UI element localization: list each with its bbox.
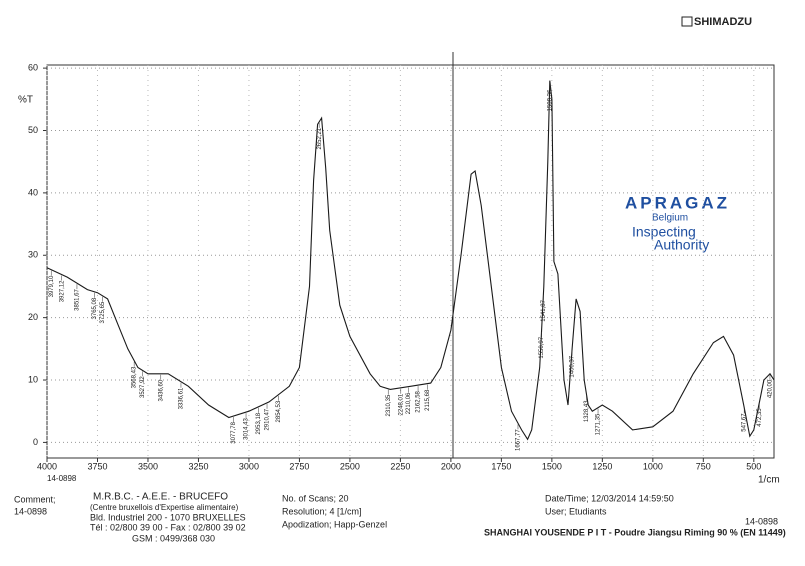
footer-text: 14-0898 [745, 516, 778, 526]
peak-label: 3568,43 [132, 366, 138, 388]
y-tick-label: 30 [28, 250, 38, 260]
stamp-country: Belgium [652, 213, 688, 224]
brand: SHIMADZU [694, 16, 752, 28]
footer-text: User; Etudiants [545, 506, 607, 516]
stamp-name: APRAGAZ [625, 193, 730, 212]
peak-label: 3436,60 [158, 379, 164, 401]
peak-label: 2115,68 [425, 389, 431, 411]
peak-label: 3527,92 [140, 376, 146, 398]
peak-label: 2652,21 [317, 127, 323, 149]
x-tick-label: 1750 [491, 461, 511, 471]
y-tick-label: 10 [28, 374, 38, 384]
stamp-line: Inspecting [632, 224, 696, 240]
y-tick-label: 20 [28, 312, 38, 322]
peak-label: 3765,08 [92, 297, 98, 319]
x-tick-label: 2500 [340, 461, 360, 471]
peak-label: 420,00 [768, 379, 774, 398]
x-tick-label: 3500 [138, 461, 158, 471]
peak-label: 2953,18 [256, 412, 262, 434]
peak-label: 1550,97 [539, 336, 545, 358]
peak-label: 2854,53 [276, 400, 282, 422]
y-axis-label: %T [18, 95, 33, 106]
peak-label: 472,35 [757, 408, 763, 427]
footer-text: M.R.B.C. - A.E.E. - BRUCEFO [93, 492, 228, 503]
y-tick-label: 0 [33, 437, 38, 447]
peak-label: 2162,58 [416, 390, 422, 412]
footer-text: (Centre bruxellois d'Expertise alimentai… [90, 503, 239, 512]
peak-label: 1667,77 [516, 429, 522, 451]
x-tick-label: 3250 [188, 461, 208, 471]
peak-label: 2210,06 [406, 392, 412, 414]
footer-text: SHANGHAI YOUSENDE P I T - Poudre Jiangsu… [484, 527, 786, 537]
peak-label: 2310,35 [386, 394, 392, 416]
footer-text: GSM : 0499/368 030 [132, 533, 215, 543]
peak-label: 3014,43 [244, 417, 250, 439]
footer-text: 14-0898 [14, 506, 47, 516]
logo-box [681, 16, 693, 27]
sample-id: 14-0898 [47, 474, 77, 483]
x-tick-label: 4000 [37, 461, 57, 471]
footer-text: Bld. Industriel 200 - 1070 BRUXELLES [90, 512, 246, 522]
peak-label: 3336,61 [179, 387, 185, 409]
x-tick-label: 3750 [87, 461, 107, 471]
footer-text: Comment; [14, 494, 56, 504]
plot-frame [46, 64, 775, 459]
peak-label: 2248,01 [398, 393, 404, 415]
x-tick-label: 1250 [592, 461, 612, 471]
x-axis-label: 1/cm [758, 475, 780, 486]
footer-text: Tél : 02/800 39 00 - Fax : 02/800 39 02 [90, 522, 246, 532]
y-tick-label: 50 [28, 125, 38, 135]
peak-label: 3979,10 [49, 275, 55, 297]
y-tick-label: 40 [28, 187, 38, 197]
x-tick-label: 2000 [441, 461, 461, 471]
peak-label: 3725,65 [100, 301, 106, 323]
peak-label: 3927,12 [59, 280, 65, 302]
footer-text: No. of Scans; 20 [282, 493, 349, 503]
footer-text: Resolution; 4 [1/cm] [282, 506, 362, 516]
stamp-line: Authority [654, 237, 709, 253]
x-tick-label: 2750 [289, 461, 309, 471]
peak-label: 1508,36 [548, 89, 554, 111]
footer-text: Date/Time; 12/03/2014 14:59:50 [545, 493, 674, 503]
peak-label: 3851,67 [75, 288, 81, 310]
x-tick-label: 1500 [542, 461, 562, 471]
x-tick-label: 500 [746, 461, 761, 471]
peak-label: 1541,87 [541, 299, 547, 321]
spectrum-line [46, 80, 775, 441]
peak-label: 1328,43 [584, 400, 590, 422]
peak-label: 2910,47 [265, 408, 271, 430]
x-tick-label: 3000 [239, 461, 259, 471]
peak-label: 547,67 [742, 413, 748, 432]
y-tick-label: 60 [28, 62, 38, 72]
x-tick-label: 1000 [643, 461, 663, 471]
peak-label: 3077,78 [231, 421, 237, 443]
footer-text: Apodization; Happ-Genzel [282, 519, 387, 529]
x-tick-label: 2250 [390, 461, 410, 471]
peak-label: 1400,37 [570, 355, 576, 377]
x-tick-label: 750 [696, 461, 711, 471]
peak-label: 1271,35 [596, 413, 602, 435]
